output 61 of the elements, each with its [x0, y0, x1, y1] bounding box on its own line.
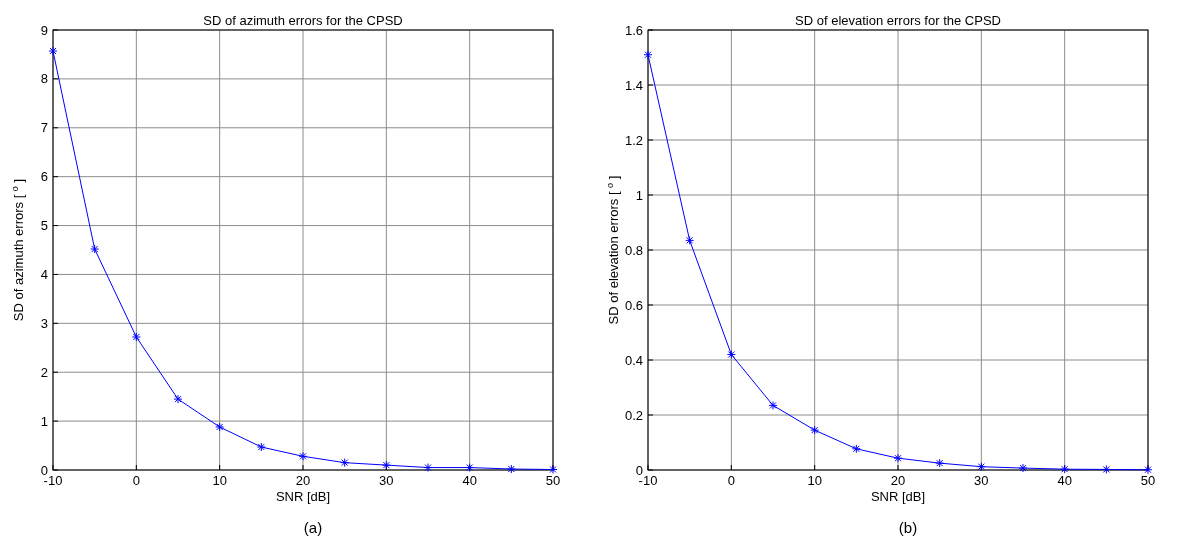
point	[298, 451, 308, 461]
y-tick-label: 0.4	[624, 352, 643, 368]
chart-title: SD of azimuth errors for the CPSD	[203, 13, 403, 28]
point	[381, 460, 391, 470]
point	[643, 50, 653, 60]
point	[768, 400, 778, 410]
x-tick-label: 10	[212, 473, 227, 488]
point	[726, 350, 736, 359]
x-tick-label: 20	[295, 473, 311, 488]
point	[1101, 464, 1111, 474]
point	[935, 458, 945, 468]
point	[851, 444, 861, 454]
point	[506, 464, 516, 474]
point	[173, 394, 183, 404]
x-tick-label: 0	[727, 473, 735, 488]
x-tick-label: 30	[379, 473, 394, 488]
x-tick-label: 40	[462, 473, 477, 488]
x-tick-label: 50	[545, 473, 561, 488]
x-tick-label: 10	[807, 473, 822, 488]
y-tick-label: 1	[40, 413, 48, 429]
point	[893, 453, 903, 463]
y-tick-label: 3	[40, 315, 48, 331]
point	[465, 463, 475, 473]
y-tick-label: 5	[40, 218, 48, 234]
x-tick-label: 40	[1057, 473, 1072, 488]
point	[340, 458, 350, 468]
y-tick-label: 0.8	[624, 242, 643, 258]
point	[48, 46, 58, 56]
x-tick-label: 50	[1140, 473, 1156, 488]
y-tick-label: 4	[40, 266, 48, 282]
point	[215, 422, 225, 432]
point	[423, 463, 433, 473]
y-tick-label: 0.6	[624, 297, 643, 313]
y-tick-label: 1.6	[624, 22, 643, 38]
x-axis-title: SNR [dB]	[275, 489, 331, 504]
point	[1143, 465, 1153, 475]
y-tick-label: 7	[40, 120, 48, 136]
y-tick-label: 1	[635, 187, 643, 203]
point	[1060, 464, 1070, 474]
y-tick-label: 9	[40, 22, 48, 38]
point	[976, 462, 986, 472]
chart-title: SD of elevation errors for the CPSD	[795, 13, 1001, 28]
point	[131, 332, 141, 342]
x-tick-label: 0	[132, 473, 140, 488]
point	[810, 425, 820, 435]
y-tick-label: 1.2	[624, 132, 643, 148]
y-tick-label: 2	[40, 364, 48, 380]
point	[548, 465, 558, 475]
point	[256, 442, 266, 452]
y-tick-label: 6	[40, 169, 48, 185]
point	[90, 244, 100, 254]
text: (a)	[303, 519, 323, 536]
point	[1018, 463, 1028, 473]
x-tick-label: 20	[890, 473, 906, 488]
point	[685, 235, 695, 245]
y-tick-label: 8	[40, 71, 48, 87]
text: (b)	[898, 519, 918, 536]
x-tick-label: 30	[974, 473, 989, 488]
x-axis-title: SNR [dB]	[870, 489, 926, 504]
y-tick-label: 0.2	[624, 407, 643, 423]
y-tick-label: 1.4	[624, 77, 643, 93]
